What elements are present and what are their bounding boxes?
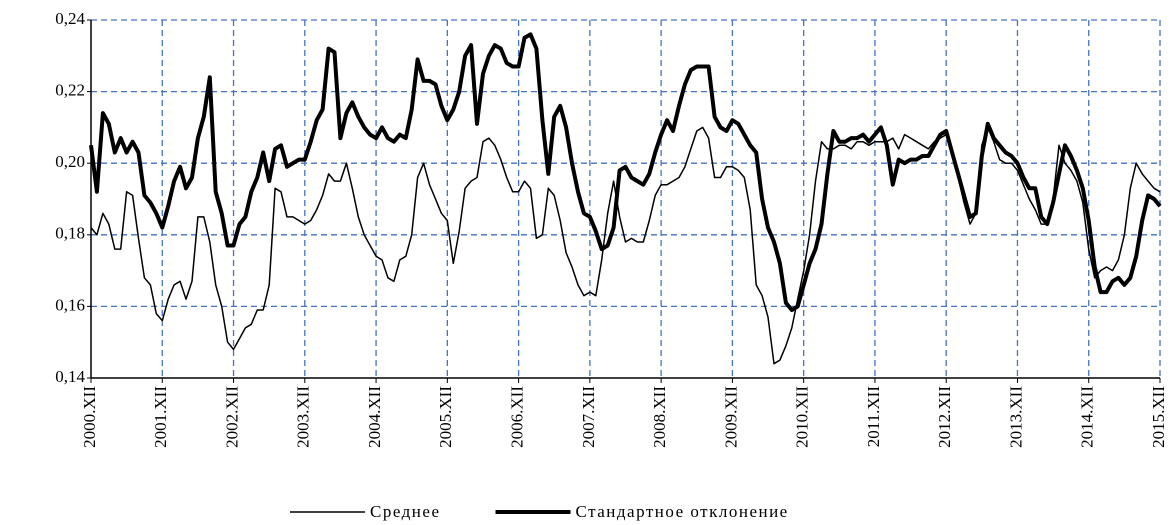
x-tick-label: 2002.XII [222, 386, 241, 448]
x-tick-label: 2010.XII [793, 386, 812, 448]
y-tick-label: 0,14 [55, 367, 85, 386]
y-tick-label: 0,24 [55, 9, 85, 28]
x-tick-label: 2003.XII [294, 386, 313, 448]
x-tick-label: 2011.XII [864, 386, 883, 448]
y-tick-label: 0,22 [55, 81, 85, 100]
x-tick-label: 2006.XII [508, 386, 527, 448]
x-tick-label: 2000.XII [80, 386, 99, 448]
x-tick-label: 2013.XII [1006, 386, 1025, 448]
legend-label: Среднее [370, 502, 441, 521]
x-tick-label: 2008.XII [650, 386, 669, 448]
x-tick-label: 2007.XII [579, 386, 598, 448]
y-tick-label: 0,18 [55, 224, 85, 243]
x-tick-label: 2004.XII [365, 386, 384, 448]
x-tick-label: 2014.XII [1078, 386, 1097, 448]
series-line [89, 32, 1162, 312]
y-tick-label: 0,20 [55, 152, 85, 171]
x-tick-label: 2012.XII [935, 386, 954, 448]
x-tick-label: 2005.XII [436, 386, 455, 448]
x-tick-label: 2015.XII [1149, 386, 1168, 448]
x-tick-label: 2009.XII [721, 386, 740, 448]
legend-label: Стандартное отклонение [576, 502, 789, 521]
x-tick-label: 2001.XII [151, 386, 170, 448]
y-tick-label: 0,16 [55, 295, 85, 314]
